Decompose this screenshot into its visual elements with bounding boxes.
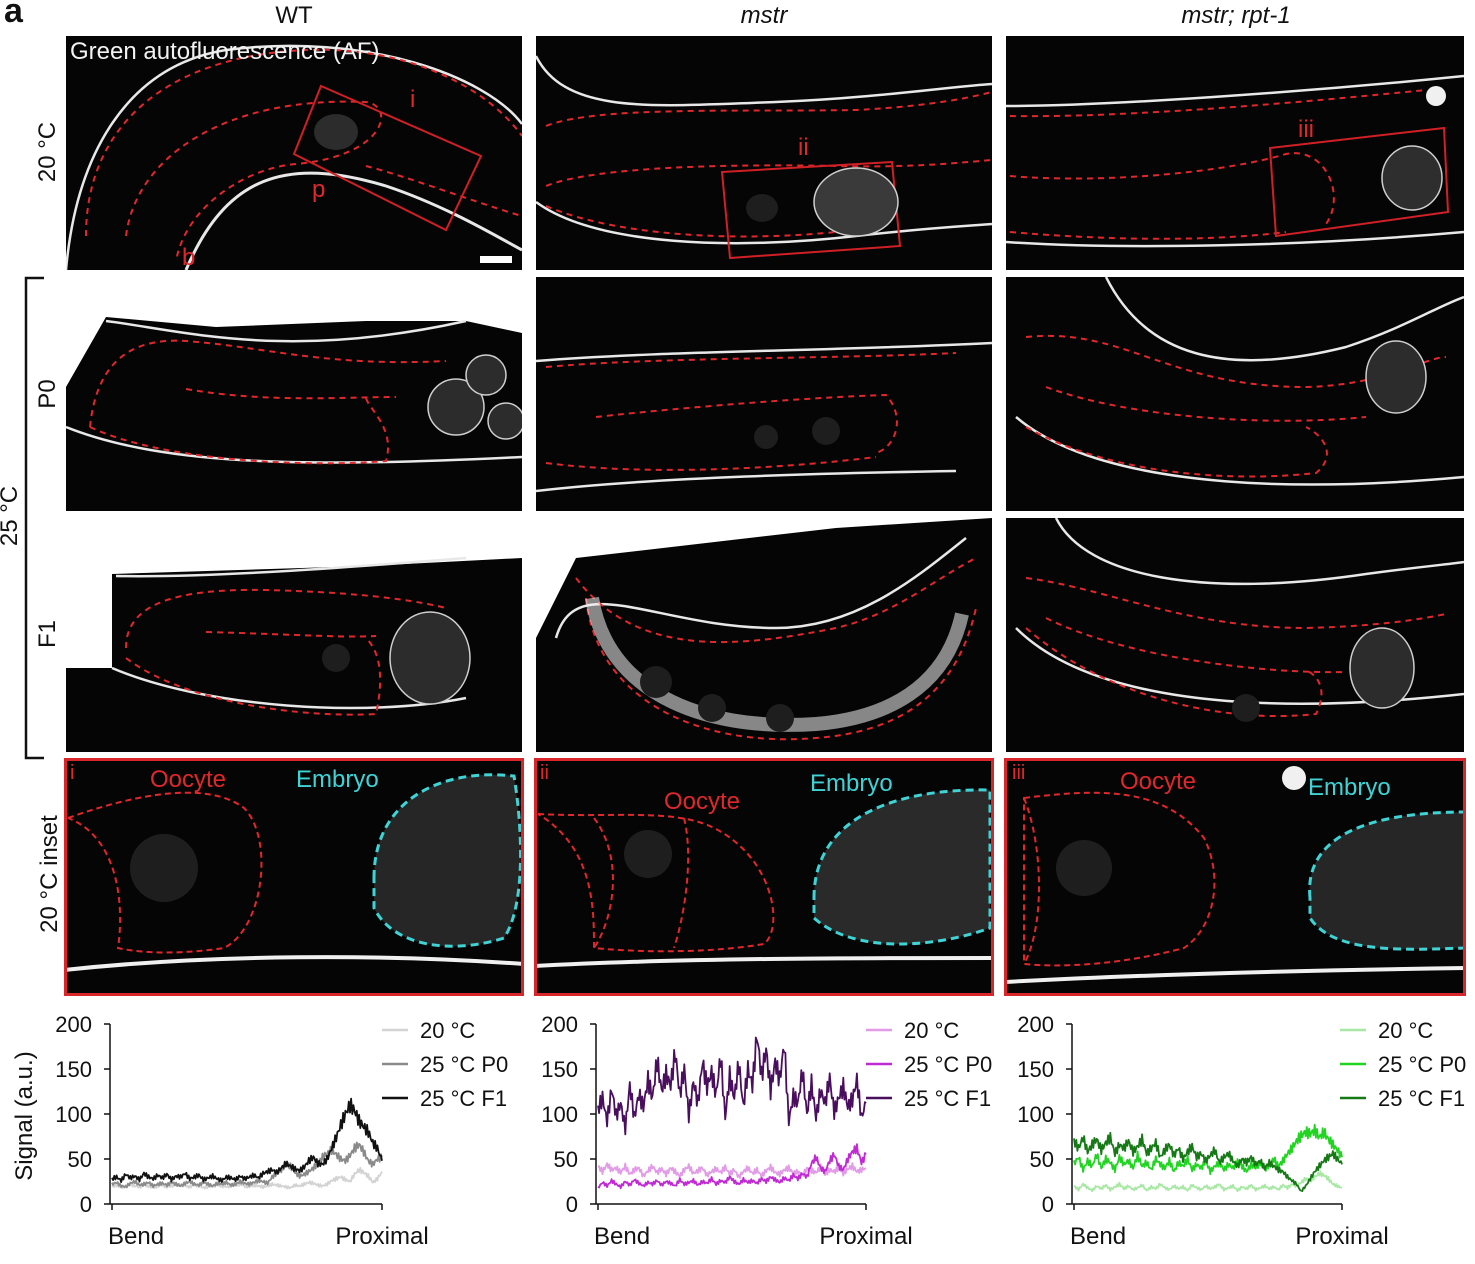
y-tick-label: 0: [80, 1192, 92, 1217]
micrograph-mstr-p0: [536, 277, 992, 511]
column-header-mstr: mstr: [740, 2, 788, 29]
series-line: [1073, 1123, 1343, 1176]
marker-ii: ii: [798, 134, 809, 161]
inset-iii-embryo-label: Embryo: [1308, 774, 1391, 801]
inset-ii: ii Oocyte Embryo: [534, 758, 994, 996]
signal-plots-svg: 0 50 100 150 200 Bend Proximal 20 °C 25 °C P0 25 …: [55, 1012, 1466, 1250]
legend-label: 25 °C F1: [1378, 1086, 1465, 1111]
micrograph-rpt1-20c: iii: [1006, 36, 1464, 270]
inset-id-iii: iii: [1012, 762, 1026, 784]
y-tick-label: 0: [1042, 1192, 1054, 1217]
micrograph-mstr-20c: ii: [536, 36, 992, 270]
micrograph-rpt1-p0: [1006, 277, 1464, 511]
y-tick-label: 150: [1017, 1057, 1054, 1082]
y-tick-label: 100: [1017, 1102, 1054, 1127]
marker-iii: iii: [1298, 116, 1314, 143]
series-line: [597, 1036, 867, 1136]
y-tick-label: 200: [541, 1012, 578, 1037]
legend-label: 25 °C P0: [904, 1052, 992, 1077]
column-header-wt: WT: [275, 2, 313, 29]
x-tick-label: Bend: [108, 1223, 164, 1250]
row-label-25c: 25 °C: [0, 485, 23, 547]
inset-i: i Oocyte Embryo: [64, 758, 524, 996]
micrograph-mstr-f1: [536, 518, 992, 752]
series-line: [111, 1141, 383, 1189]
bracket-25c: [24, 276, 44, 760]
channel-label: Green autofluorescence (AF): [70, 38, 380, 65]
y-tick-label: 200: [55, 1012, 92, 1037]
y-tick-label: 0: [566, 1192, 578, 1217]
column-header-mstr-rpt1: mstr; rpt-1: [1181, 2, 1291, 29]
y-tick-label: 150: [541, 1057, 578, 1082]
legend-label: 25 °C F1: [420, 1086, 507, 1111]
y-tick-label: 100: [55, 1102, 92, 1127]
series-line: [111, 1097, 383, 1184]
legend-label: 20 °C: [420, 1018, 475, 1043]
legend-label: 20 °C: [1378, 1018, 1433, 1043]
panel-letter: a: [4, 0, 23, 30]
marker-p: p: [312, 176, 326, 203]
x-tick-label: Proximal: [819, 1223, 912, 1250]
inset-ii-oocyte-label: Oocyte: [664, 788, 741, 815]
marker-b: b: [182, 244, 196, 270]
y-tick-label: 100: [541, 1102, 578, 1127]
y-tick-label: 200: [1017, 1012, 1054, 1037]
legend-label: 25 °C P0: [1378, 1052, 1466, 1077]
legend-label: 25 °C F1: [904, 1086, 991, 1111]
y-tick-label: 50: [554, 1147, 578, 1172]
inset-ii-embryo-label: Embryo: [810, 770, 893, 797]
micrograph-wt-20c: Green autofluorescence (AF) i p b: [66, 36, 522, 270]
y-tick-label: 50: [1030, 1147, 1054, 1172]
x-tick-label: Bend: [1070, 1223, 1126, 1250]
micrograph-rpt1-f1: [1006, 518, 1464, 752]
marker-i: i: [410, 86, 416, 113]
inset-id-i: i: [70, 762, 75, 784]
inset-i-embryo-label: Embryo: [296, 766, 379, 793]
series-line: [1073, 1131, 1343, 1193]
x-tick-label: Bend: [594, 1223, 650, 1250]
y-tick-label: 150: [55, 1057, 92, 1082]
signal-plots: 0 50 100 150 200 Bend Proximal 20 °C 25 °C P0 25 …: [0, 1008, 1475, 1259]
series-line: [597, 1143, 867, 1190]
micrograph-wt-f1: [66, 518, 522, 752]
row-label-20c: 20 °C: [34, 121, 61, 183]
inset-i-oocyte-label: Oocyte: [150, 766, 227, 793]
micrograph-wt-p0: [66, 277, 522, 511]
x-tick-label: Proximal: [1295, 1223, 1388, 1250]
series-line: [111, 1166, 383, 1190]
inset-iii: iii Oocyte Embryo: [1004, 758, 1466, 996]
inset-iii-oocyte-label: Oocyte: [1120, 768, 1197, 795]
y-tick-label: 50: [68, 1147, 92, 1172]
row-label-inset: 20 °C inset: [36, 815, 63, 933]
x-tick-label: Proximal: [335, 1223, 428, 1250]
inset-id-ii: ii: [540, 762, 549, 784]
legend-label: 20 °C: [904, 1018, 959, 1043]
legend-label: 25 °C P0: [420, 1052, 508, 1077]
series-line: [1073, 1170, 1343, 1193]
